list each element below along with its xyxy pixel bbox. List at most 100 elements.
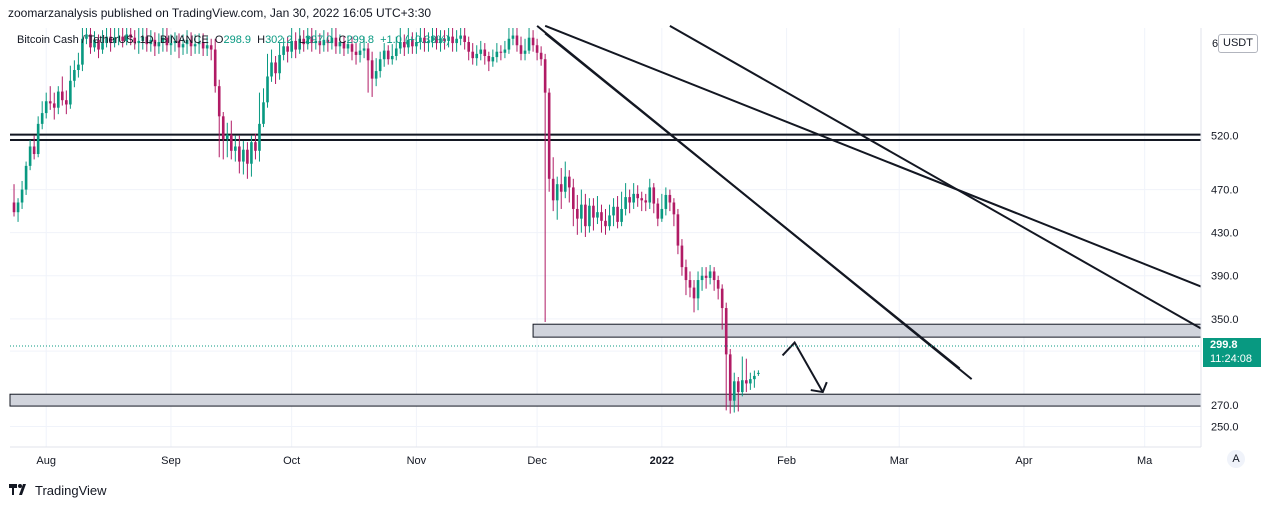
candle-body-94 xyxy=(390,56,394,60)
candle-body-71 xyxy=(298,38,302,50)
candle-body-171 xyxy=(700,275,704,281)
candle-body-33 xyxy=(145,36,149,45)
candle-body-67 xyxy=(282,46,285,55)
time-tick-label: Sep xyxy=(161,455,181,467)
candle-body-159 xyxy=(652,187,656,204)
candle-body-119 xyxy=(491,57,495,62)
candle-body-131 xyxy=(539,52,543,60)
candle-body-148 xyxy=(608,215,611,227)
trendlines xyxy=(536,24,1202,380)
open-label: O xyxy=(214,34,224,46)
arrow-head xyxy=(810,381,828,394)
candle-body-39 xyxy=(169,43,173,46)
candle-body-38 xyxy=(165,37,169,46)
candlestick-series xyxy=(12,28,760,414)
candle-body-69 xyxy=(290,40,293,52)
candle-body-120 xyxy=(495,51,499,58)
candle-body-95 xyxy=(394,48,398,57)
trendline-2 xyxy=(669,24,1202,330)
candle-body-14 xyxy=(69,80,72,105)
high-label: H xyxy=(257,34,266,46)
brand-name: TradingView xyxy=(35,483,107,498)
currency-badge[interactable]: USDT xyxy=(1218,34,1258,53)
candle-body-46 xyxy=(197,42,201,45)
auto-scale-button[interactable]: A xyxy=(1227,450,1245,468)
last-price-label: 299.8 xyxy=(1203,338,1261,352)
candle-body-118 xyxy=(487,56,491,62)
candle-body-0 xyxy=(12,202,16,213)
candle-body-142 xyxy=(584,204,587,227)
candle-body-3 xyxy=(24,165,28,190)
candle-body-126 xyxy=(519,45,523,54)
candle-body-134 xyxy=(551,178,555,201)
candle-body-61 xyxy=(258,123,261,151)
candle-body-40 xyxy=(173,40,177,44)
candle-body-177 xyxy=(724,308,728,355)
candle-body-185 xyxy=(757,372,760,374)
candle-body-110 xyxy=(455,38,458,44)
candle-body-82 xyxy=(342,42,346,49)
candle-body-176 xyxy=(720,288,724,309)
candle-body-89 xyxy=(370,60,374,79)
candle-body-58 xyxy=(246,149,249,164)
candle-body-41 xyxy=(177,40,181,48)
footer-brand[interactable]: TradingView xyxy=(9,483,107,498)
candle-body-155 xyxy=(636,193,639,199)
candle-body-129 xyxy=(531,37,535,46)
candle-body-80 xyxy=(334,37,338,47)
price-tick-label: 390.0 xyxy=(1211,271,1239,283)
candle-body-152 xyxy=(624,197,627,209)
time-tick-label: Dec xyxy=(527,455,547,467)
tradingview-logo-icon xyxy=(9,483,29,498)
candle-body-55 xyxy=(234,146,237,151)
candle-body-112 xyxy=(463,35,466,43)
candle-body-98 xyxy=(407,39,410,48)
chart-grid xyxy=(10,28,1201,447)
candle-body-74 xyxy=(310,36,314,44)
candle-body-92 xyxy=(382,50,386,60)
candle-body-72 xyxy=(302,38,306,45)
candle-body-23 xyxy=(105,36,108,44)
candle-body-43 xyxy=(185,39,189,45)
candle-body-166 xyxy=(680,245,684,268)
candle-body-4 xyxy=(28,146,32,166)
candle-body-156 xyxy=(640,198,644,201)
open-value: 298.9 xyxy=(223,34,251,46)
horizontal-levels xyxy=(10,133,1201,142)
candle-body-7 xyxy=(40,113,44,124)
candle-body-73 xyxy=(306,36,310,45)
candle-body-54 xyxy=(229,134,233,151)
candle-body-30 xyxy=(133,37,137,44)
candle-body-143 xyxy=(588,205,591,227)
candle-body-90 xyxy=(374,71,378,79)
candle-body-135 xyxy=(555,184,559,201)
candle-body-6 xyxy=(36,123,40,155)
candle-body-151 xyxy=(620,208,623,222)
candle-body-25 xyxy=(113,37,116,44)
time-axis[interactable]: Aug Sep Oct Nov Dec 2022 Feb Mar Apr Ma xyxy=(36,455,1153,467)
candle-body-19 xyxy=(89,34,92,48)
candle-body-93 xyxy=(386,50,390,60)
candle-body-75 xyxy=(314,40,318,44)
candle-body-123 xyxy=(507,38,511,50)
candle-body-12 xyxy=(60,91,64,101)
candle-body-161 xyxy=(660,208,664,219)
zone-rect-1 xyxy=(9,393,1202,407)
candle-body-160 xyxy=(656,203,660,219)
candle-body-149 xyxy=(612,206,615,216)
time-tick-label: Feb xyxy=(777,455,796,467)
candle-body-42 xyxy=(181,44,185,48)
candle-body-128 xyxy=(527,37,531,51)
time-tick-label: Nov xyxy=(407,455,427,467)
candle-body-154 xyxy=(632,193,635,203)
candle-body-17 xyxy=(81,38,84,65)
candle-body-51 xyxy=(217,86,221,117)
candle-body-48 xyxy=(205,45,209,49)
candle-body-56 xyxy=(238,146,241,162)
candle-body-150 xyxy=(616,206,619,222)
low-label: L xyxy=(298,34,305,46)
symbol-title[interactable]: Bitcoin Cash / TetherUS, 1D, BINANCE xyxy=(17,34,209,46)
bar-countdown-label: 11:24:08 xyxy=(1203,352,1261,367)
candle-body-5 xyxy=(32,146,36,155)
